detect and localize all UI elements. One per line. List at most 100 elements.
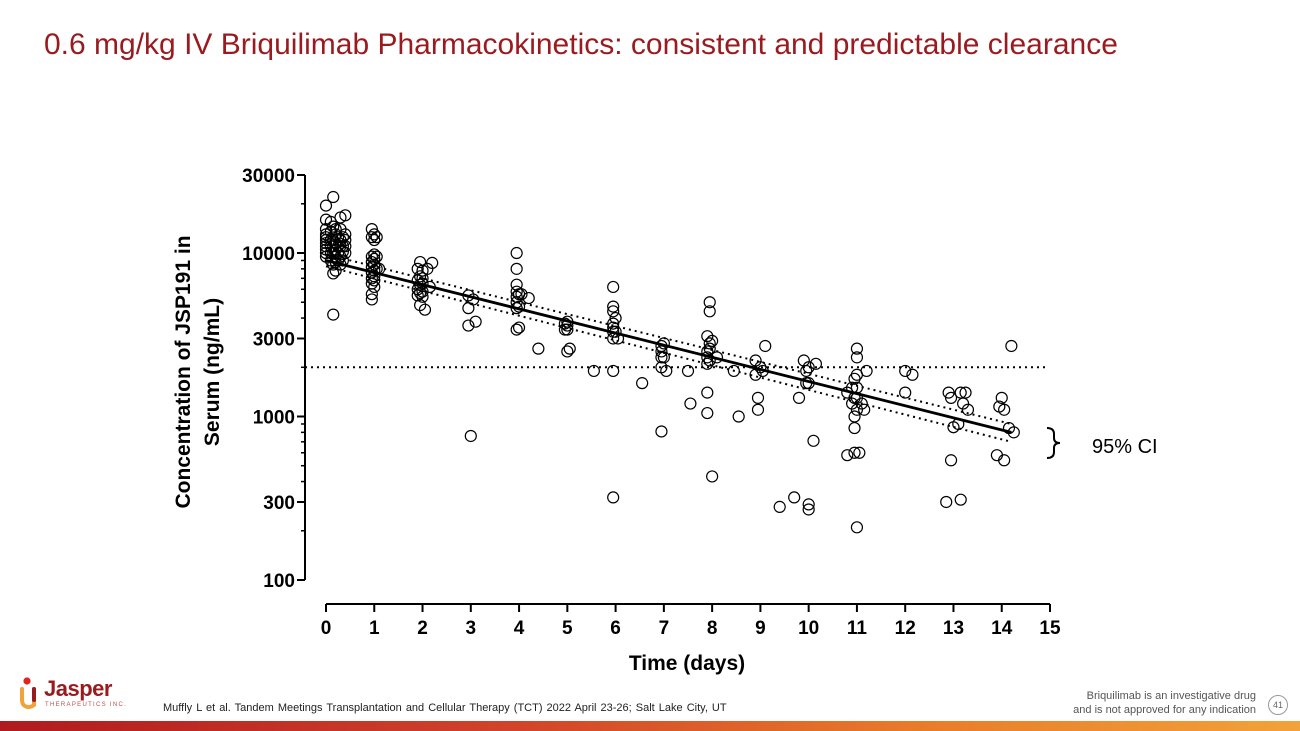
data-point [850,351,864,364]
y-tick-label: 10000 [242,244,295,265]
data-point [414,270,427,283]
data-point [607,305,620,318]
x-tick-label: 8 [707,618,718,639]
data-point [701,357,714,370]
data-point [940,495,953,509]
x-tick-label: 15 [1039,618,1061,639]
citation-reference: Muffly L et al. Tandem Meetings Transpla… [163,702,727,714]
x-tick-label: 9 [755,618,766,639]
data-point [807,434,820,447]
data-point [370,231,383,244]
data-point [944,391,958,404]
data-point [681,364,695,378]
data-point [510,262,523,275]
data-point [561,323,574,336]
data-point [416,290,429,303]
data-point [850,342,864,355]
data-point [751,391,765,404]
data-point [515,288,528,301]
data-point [701,406,714,420]
data-point [899,364,912,378]
x-tick-label: 14 [991,618,1013,639]
data-point [327,308,340,321]
data-point [368,233,381,247]
data-point [802,498,815,511]
data-point [706,334,719,348]
regression-fit-line [325,259,1012,434]
data-point [336,231,349,244]
data-point [561,345,574,358]
data-point [607,364,620,378]
data-point [368,280,381,294]
disclaimer-line-2: and is not approved for any indication [1073,704,1256,716]
ci-annotation: 95% CI [1092,436,1158,458]
data-point [848,446,861,459]
data-point [899,386,912,399]
data-point [512,321,526,334]
data-point [414,255,427,269]
data-point [558,317,572,330]
logo-subtitle: THERAPEUTICS INC. [45,702,128,708]
data-point [703,354,716,367]
data-point [370,250,383,263]
data-point [365,231,378,244]
data-point [800,364,813,378]
slide-title: 0.6 mg/kg IV Briquilimab Pharmacokinetic… [44,28,1118,61]
data-point [339,209,352,222]
ci-upper-line [325,253,1012,425]
data-point [607,280,620,294]
data-point [732,410,745,423]
data-point [609,311,622,325]
x-tick-label: 3 [466,618,477,639]
x-tick-label: 12 [895,618,916,639]
data-point [339,228,352,241]
data-point [788,491,801,504]
x-tick-label: 10 [798,618,819,639]
data-point [319,199,333,212]
page-number: 41 [1268,695,1288,715]
data-point [464,429,477,443]
ci-lower-line [325,265,1012,443]
data-point [995,391,1008,404]
data-point [469,315,482,328]
data-point [657,351,670,364]
y-axis-label-line-1: Concentration of JSP191 in [172,235,195,508]
data-point [462,319,475,332]
y-tick-label: 100 [263,571,295,592]
data-point [329,223,342,236]
data-point [327,190,340,204]
data-point [339,240,352,253]
data-point [339,246,352,260]
data-point [426,256,439,269]
data-point [368,274,381,287]
data-point [327,220,340,233]
data-point [853,446,866,459]
data-point [660,364,673,378]
data-point [809,357,823,370]
company-logo: Jasper THERAPEUTICS INC. [18,676,138,716]
data-point [701,386,714,399]
data-point [368,228,381,241]
disclaimer: Briquilimab is an investigative drug and… [1073,689,1256,717]
data-point [990,449,1004,462]
x-tick-label: 13 [943,618,964,639]
y-axis-label-line-2: Serum (ng/mL) [201,298,224,446]
data-point [510,246,523,260]
jasper-logo-icon [20,677,36,710]
data-point [368,248,381,261]
logo-wordmark: Jasper [44,676,112,701]
data-point [365,293,378,306]
data-point [1005,339,1018,353]
data-point [858,403,871,416]
data-point [418,303,432,316]
data-point [532,342,545,355]
y-tick-label: 1000 [253,408,295,429]
bottom-accent-bar [0,721,1300,731]
data-point [792,391,806,404]
data-point [607,317,620,330]
data-point [841,449,854,462]
data-point [998,454,1011,467]
data-point [773,500,786,513]
data-point [855,397,868,410]
